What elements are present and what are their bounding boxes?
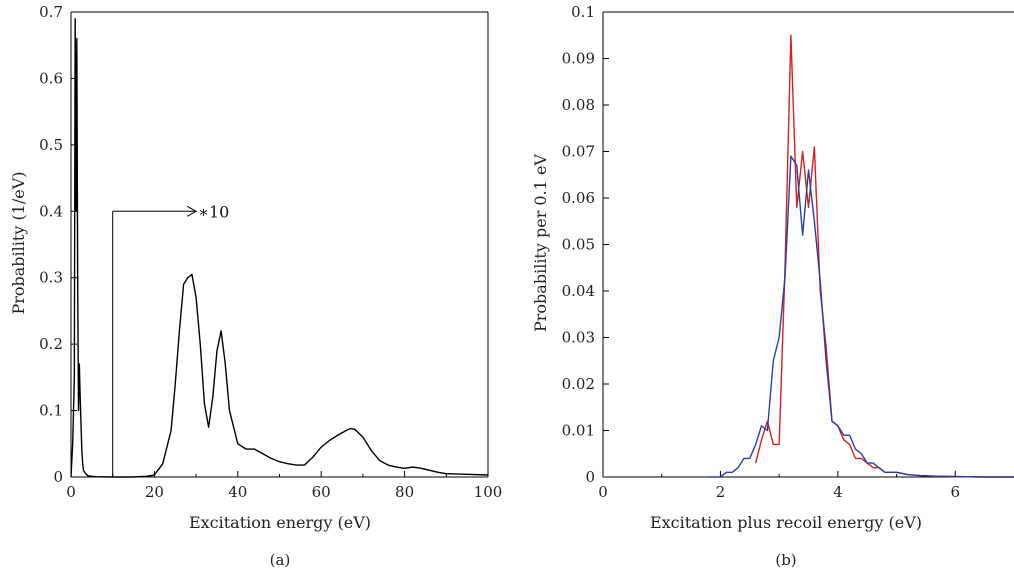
panel-a-y-tick-label: 0.5: [39, 136, 63, 154]
panel-b-chart: 0 2 4 6 0 0.01 0.02 0.03 0.04 0.05 0.06 0.07 0.08 0.0…: [531, 3, 1014, 569]
panel-a-y-tick-label: 0.6: [39, 69, 63, 87]
panel-b-y-tick-label: 0.02: [562, 375, 595, 393]
panel-b-ylabel: Probability per 0.1 eV: [531, 154, 550, 332]
panel-b-y-tick-label: 0.03: [562, 329, 595, 347]
panel-b-y-tick-label: 0.05: [562, 236, 595, 254]
panel-a-y-tick-label: 0.2: [39, 335, 63, 353]
panel-b-y-tick-label: 0.07: [562, 143, 595, 161]
panel-a-ylabel: Probability (1/eV): [9, 171, 28, 314]
panel-a-x-tick-label: 40: [228, 483, 247, 501]
panel-b-series-1-line: [708, 155, 1014, 478]
panel-b-y-tick-label: 0: [585, 468, 595, 486]
panel-a-annotation-text: ∗10: [198, 202, 229, 221]
panel-b-series-0-line: [754, 34, 1014, 478]
panel-a-y-tick-label: 0.1: [39, 402, 63, 420]
panel-b-x-tick-label: 0: [598, 483, 608, 501]
panel-a-y-tick-label: 0.3: [39, 269, 63, 287]
panel-a-chart: 0 20 40 60 80 100 0 0.1 0.2 0.3 0.4 0.5 0.6 0.7 ∗10 Ex…: [9, 3, 502, 569]
panel-a-x-tick-label: 0: [66, 483, 76, 501]
panel-b-y-tick-label: 0.08: [562, 96, 595, 114]
panel-b-y-tick-label: 0.06: [562, 189, 595, 207]
panel-b-y-tick-label: 0.04: [562, 282, 595, 300]
panel-a-x-tick-label: 20: [145, 483, 164, 501]
panel-a-x-tick-label: 60: [312, 483, 331, 501]
panel-b-caption: (b): [775, 551, 796, 569]
panel-a-series-0-line: [70, 17, 113, 478]
panel-b-plot-area: 0 2 4 6 0 0.01 0.02 0.03 0.04 0.05 0.06 0.07 0.08 0.0…: [562, 3, 1014, 501]
panel-a-caption: (a): [270, 551, 291, 569]
panel-a-y-tick-label: 0: [53, 468, 63, 486]
panel-b-y-tick-label: 0.01: [562, 422, 595, 440]
panel-a-y-tick-label: 0.4: [39, 202, 63, 220]
panel-a-x-tick-label: 80: [395, 483, 414, 501]
panel-a-annotation-arrow-head: [186, 205, 198, 217]
panel-a-xlabel: Excitation energy (eV): [189, 513, 371, 532]
panel-b-y-tick-label: 0.09: [562, 50, 595, 68]
panel-b-x-tick-label: 6: [951, 483, 961, 501]
panel-a-series-1-line: [112, 273, 489, 478]
panel-a-plot-area: 0 20 40 60 80 100 0 0.1 0.2 0.3 0.4 0.5 0.6 0.7 ∗10: [39, 3, 502, 501]
panel-b-x-tick-label: 2: [716, 483, 726, 501]
panel-a-x-tick-label: 100: [474, 483, 503, 501]
panel-b-x-tick-label: 4: [833, 483, 843, 501]
panel-a-y-tick-label: 0.7: [39, 3, 63, 21]
panel-b-y-tick-label: 0.1: [571, 3, 595, 21]
panel-b-xlabel: Excitation plus recoil energy (eV): [650, 513, 922, 532]
